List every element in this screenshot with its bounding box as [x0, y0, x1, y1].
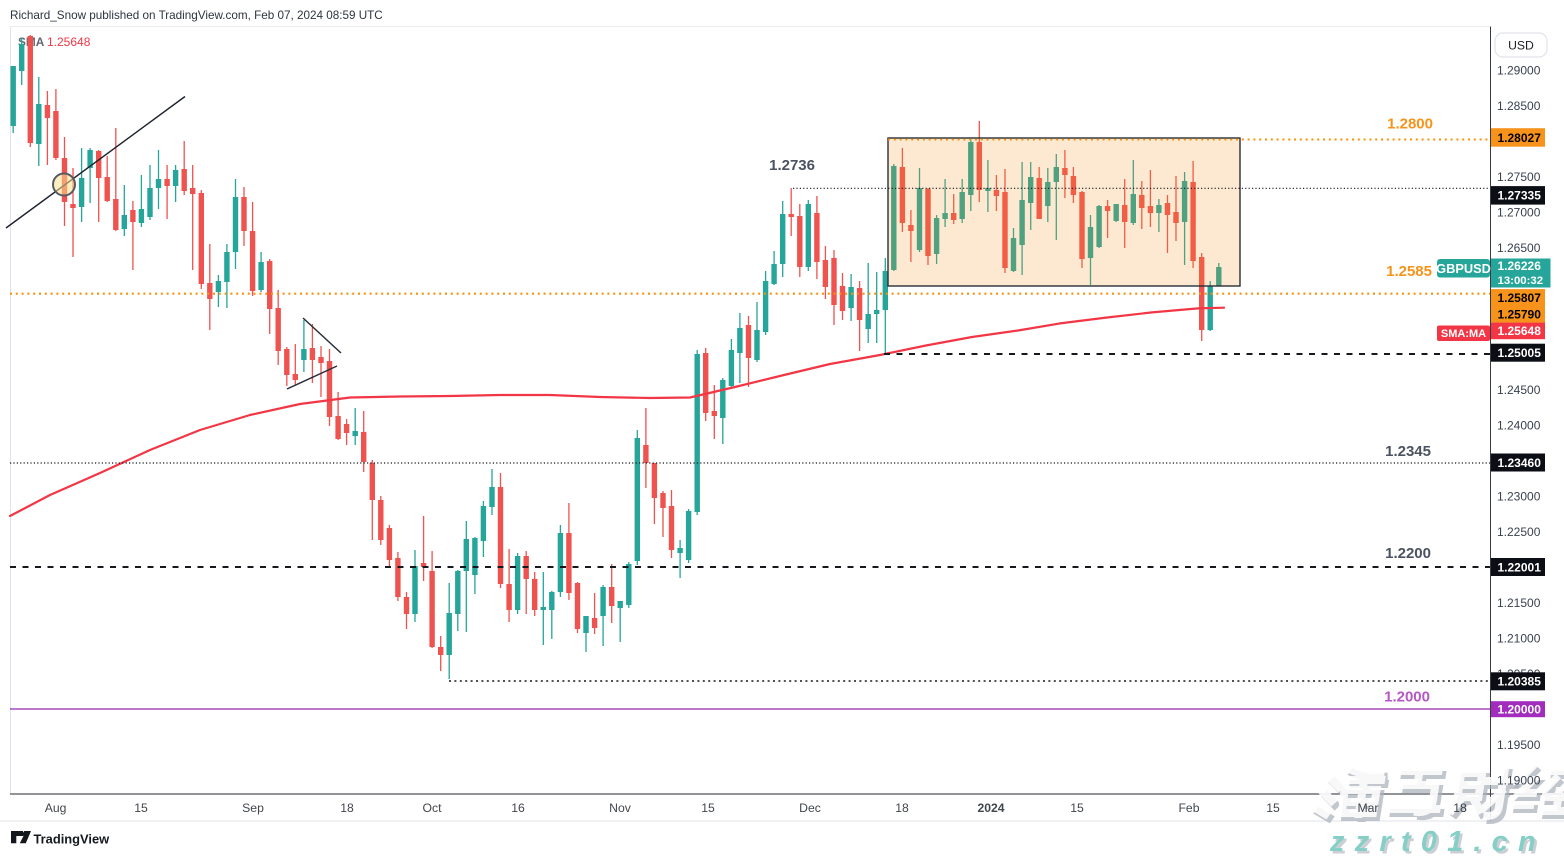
svg-text:16: 16: [511, 801, 525, 815]
svg-text:1.26226: 1.26226: [1498, 259, 1542, 273]
svg-text:1.29000: 1.29000: [1497, 63, 1541, 77]
svg-text:1.21500: 1.21500: [1497, 596, 1541, 610]
svg-text:18: 18: [895, 801, 909, 815]
svg-text:1.2736: 1.2736: [769, 157, 815, 174]
svg-text:1.19000: 1.19000: [1497, 773, 1541, 787]
svg-text:SMA:MA: SMA:MA: [1441, 328, 1486, 340]
svg-text:1.26500: 1.26500: [1497, 241, 1541, 255]
svg-text:1.25648: 1.25648: [1498, 324, 1542, 338]
svg-text:1.22500: 1.22500: [1497, 525, 1541, 539]
svg-text:1.24000: 1.24000: [1497, 418, 1541, 432]
svg-text:1.23460: 1.23460: [1498, 456, 1542, 470]
svg-text:USD: USD: [1508, 39, 1534, 53]
svg-text:GBPUSD: GBPUSD: [1436, 261, 1491, 276]
svg-text:Aug: Aug: [45, 801, 67, 815]
svg-text:1.2345: 1.2345: [1385, 443, 1431, 460]
svg-text:1.21000: 1.21000: [1497, 631, 1541, 645]
svg-text:15: 15: [701, 801, 715, 815]
svg-text:TradingView: TradingView: [34, 832, 111, 847]
svg-text:1.28500: 1.28500: [1497, 99, 1541, 113]
svg-text:1.19500: 1.19500: [1497, 738, 1541, 752]
svg-text:1.24500: 1.24500: [1497, 383, 1541, 397]
svg-text:zzrt01.cn: zzrt01.cn: [1329, 826, 1546, 857]
svg-text:1.2000: 1.2000: [1384, 689, 1430, 706]
svg-text:15: 15: [134, 801, 148, 815]
svg-text:1.20000: 1.20000: [1498, 703, 1542, 717]
svg-text:1.2800: 1.2800: [1387, 116, 1433, 133]
svg-text:1.20385: 1.20385: [1498, 675, 1542, 689]
svg-text:1.2585: 1.2585: [1386, 263, 1432, 280]
svg-text:Mar: Mar: [1358, 801, 1379, 815]
svg-text:1.25648: 1.25648: [47, 35, 91, 49]
svg-text:Feb: Feb: [1178, 801, 1199, 815]
svg-text:Dec: Dec: [799, 801, 821, 815]
svg-text:1.25790: 1.25790: [1498, 308, 1542, 322]
svg-text:Nov: Nov: [609, 801, 632, 815]
svg-text:1.27335: 1.27335: [1498, 189, 1542, 203]
svg-text:2024: 2024: [977, 801, 1004, 815]
svg-text:1.28027: 1.28027: [1498, 131, 1542, 145]
svg-text:1.2200: 1.2200: [1385, 545, 1431, 562]
svg-text:1.27500: 1.27500: [1497, 170, 1541, 184]
svg-text:1.23000: 1.23000: [1497, 489, 1541, 503]
svg-text:Richard_Snow published on Trad: Richard_Snow published on TradingView.co…: [10, 9, 383, 22]
svg-text:Oct: Oct: [423, 801, 443, 815]
svg-text:15: 15: [1070, 801, 1084, 815]
svg-text:1.25807: 1.25807: [1498, 291, 1542, 305]
svg-text:18: 18: [1453, 801, 1467, 815]
svg-text:18: 18: [340, 801, 354, 815]
svg-text:1.25005: 1.25005: [1498, 346, 1542, 360]
svg-text:1.27000: 1.27000: [1497, 205, 1541, 219]
svg-text:1.22001: 1.22001: [1498, 560, 1542, 574]
svg-text:13:00:32: 13:00:32: [1498, 275, 1544, 287]
svg-text:Sep: Sep: [242, 801, 264, 815]
svg-text:15: 15: [1266, 801, 1280, 815]
